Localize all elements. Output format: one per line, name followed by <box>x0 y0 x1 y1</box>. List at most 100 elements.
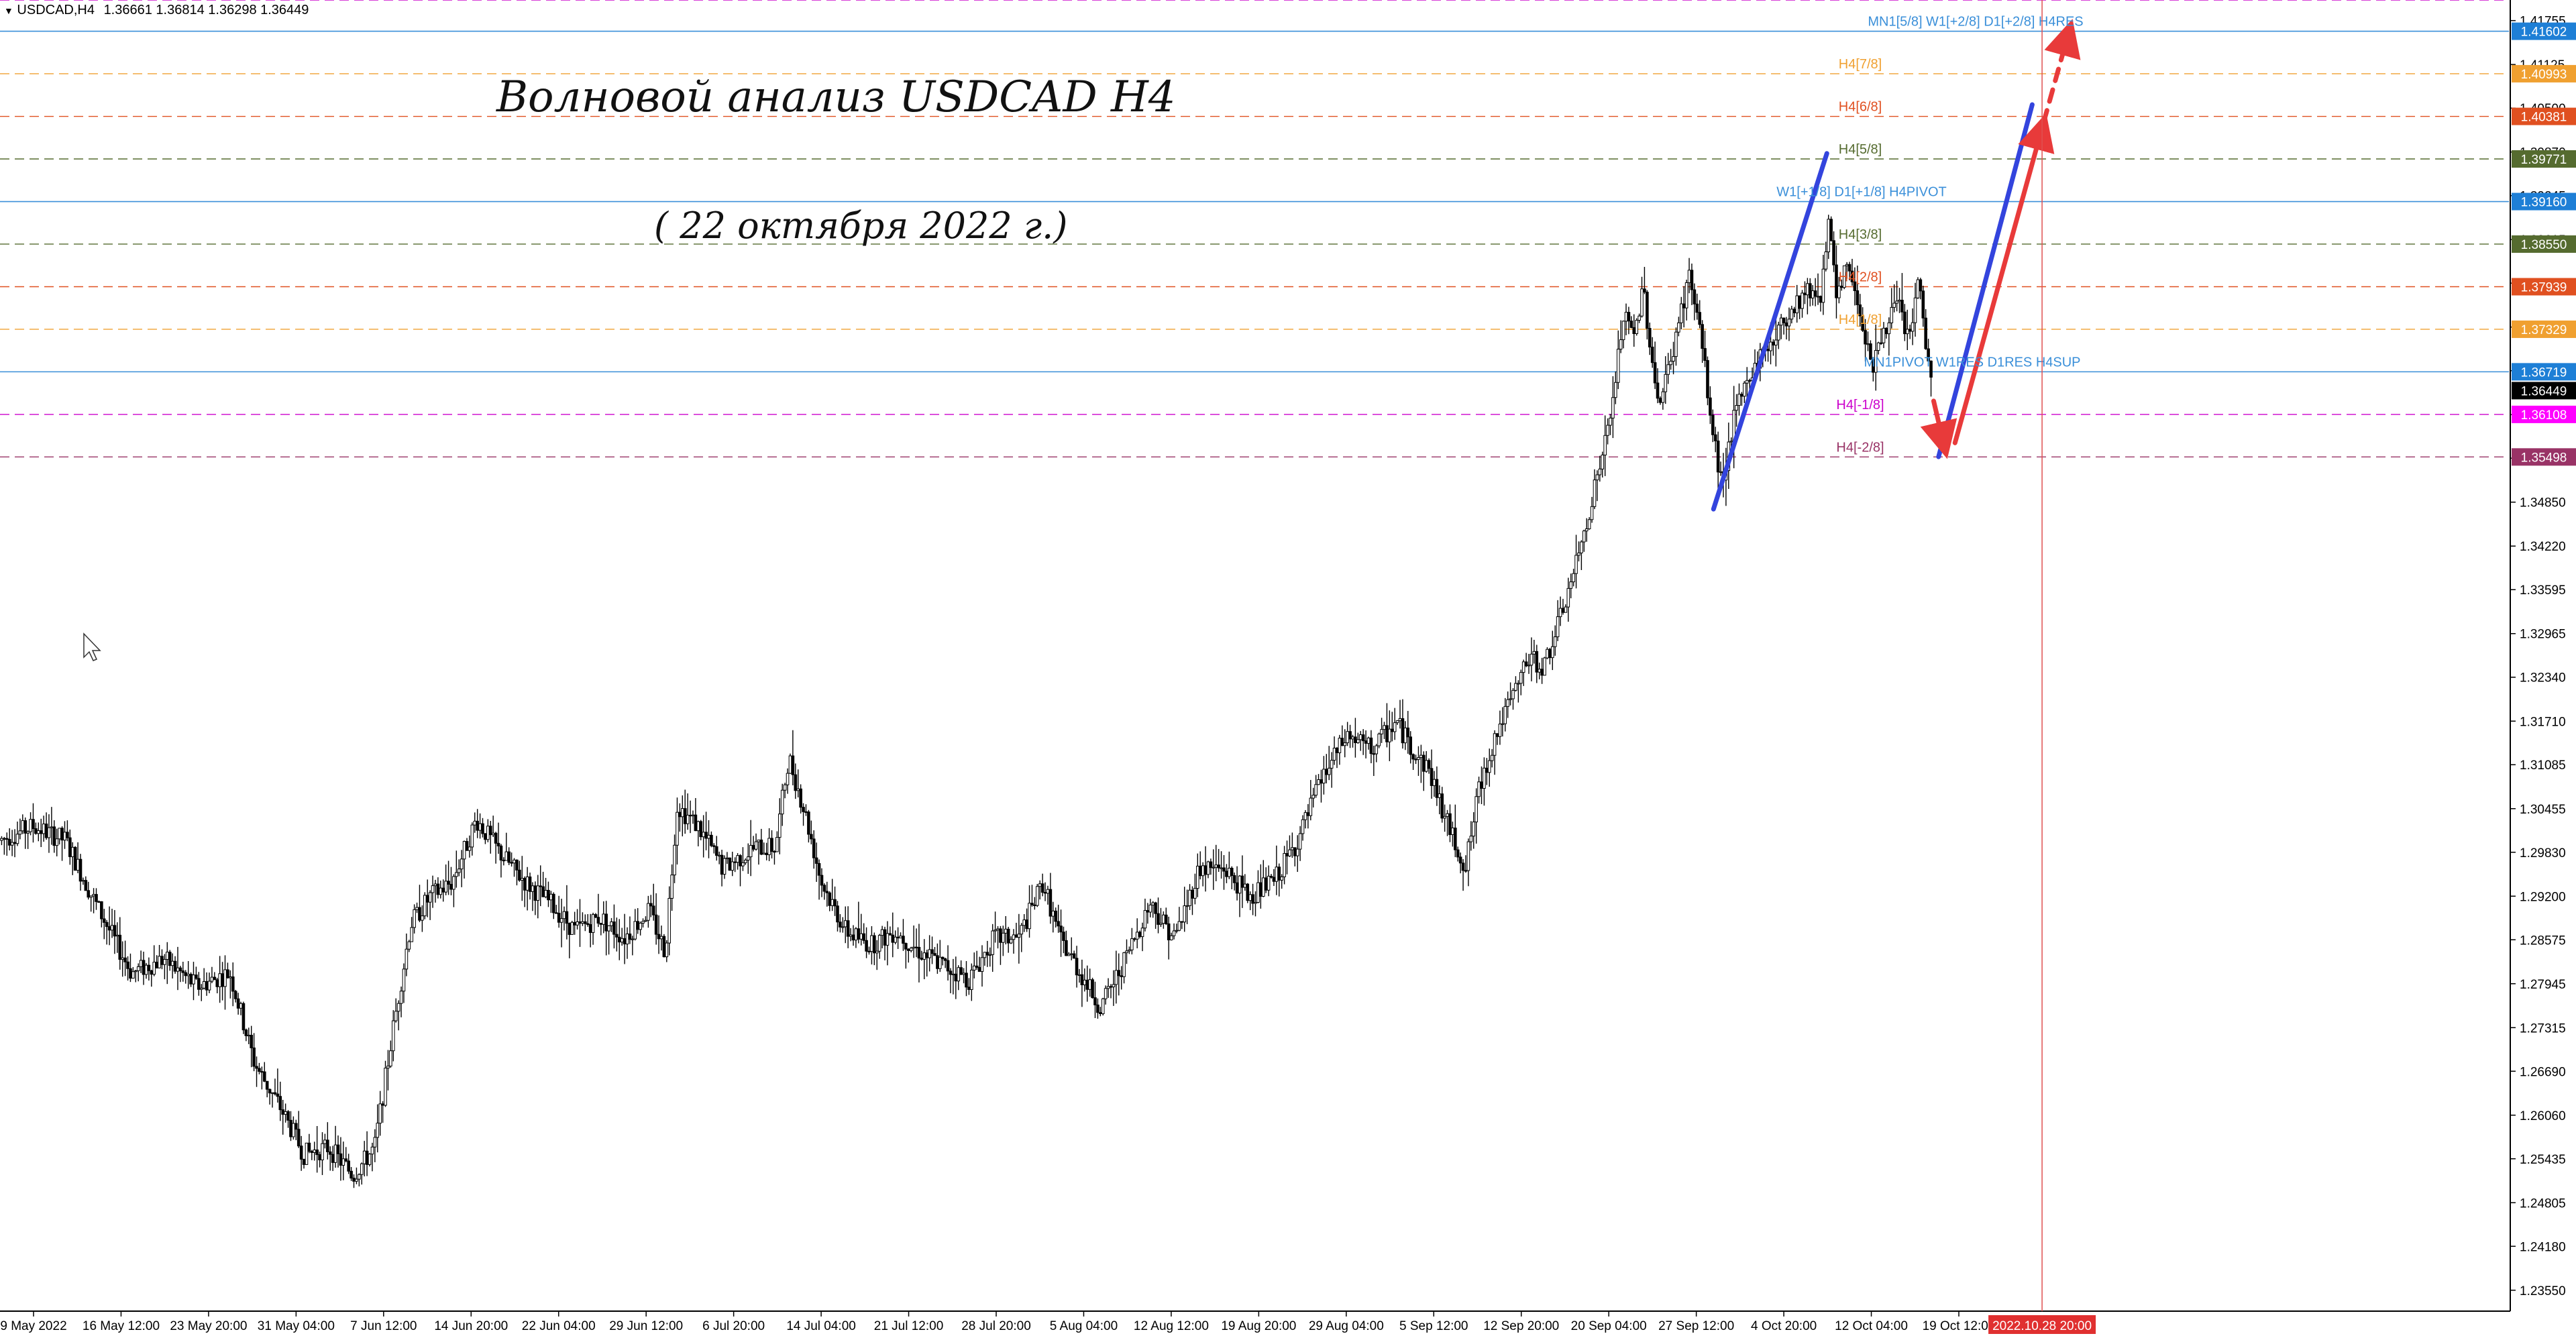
candle-body <box>539 885 543 887</box>
candle-body <box>1390 728 1394 732</box>
candle-body <box>857 928 861 940</box>
y-tick-label: 1.32340 <box>2520 671 2566 685</box>
candle-body <box>1198 865 1202 877</box>
candle-body <box>1214 864 1218 868</box>
level-label: H4[-1/8] <box>1836 398 1884 412</box>
price-badge-label: 1.40381 <box>2521 111 2567 125</box>
candle-body <box>476 820 479 831</box>
candle-body <box>1521 661 1525 673</box>
candle-body <box>1356 739 1360 743</box>
candle-body <box>1921 290 1925 319</box>
candle-body <box>1661 391 1665 403</box>
candle-body <box>1191 889 1194 899</box>
candle-body <box>914 946 918 948</box>
candle-body <box>488 826 492 836</box>
candle-body <box>1017 934 1021 938</box>
price-badge-label: 1.39771 <box>2521 153 2567 167</box>
level-label: H4[3/8] <box>1839 227 1882 242</box>
level-label: MN1PIVOT W1RES D1RES H4SUP <box>1864 355 2080 370</box>
y-tick-label: 1.30455 <box>2520 803 2566 817</box>
candle-body <box>525 876 529 891</box>
candle-body <box>691 814 695 816</box>
candle-body <box>1046 889 1050 894</box>
candle-body <box>1776 325 1780 341</box>
candle-body <box>394 1011 398 1021</box>
candle-body <box>659 936 663 940</box>
x-tick-label: 5 Aug 04:00 <box>1050 1319 1118 1333</box>
candle-body <box>189 974 193 985</box>
y-tick-label: 1.24805 <box>2520 1196 2566 1211</box>
candle-body <box>665 942 669 958</box>
candle-body <box>1882 327 1886 343</box>
candle-body <box>155 962 158 968</box>
y-tick-label: 1.28575 <box>2520 934 2566 948</box>
candle-body <box>1729 441 1733 443</box>
candle-body <box>1498 724 1502 737</box>
candle-body <box>100 901 103 919</box>
candle-body <box>1737 394 1741 406</box>
candle-body <box>651 905 655 915</box>
candle-body <box>1561 608 1565 613</box>
y-tick-label: 1.27945 <box>2520 978 2566 992</box>
candle-body <box>1916 279 1920 298</box>
wave-arrow-red[interactable] <box>2041 19 2081 125</box>
candle-body <box>623 938 627 945</box>
candle-body <box>1259 882 1263 897</box>
candle-body <box>13 842 17 844</box>
candle-body <box>912 946 916 949</box>
candle-body <box>649 903 653 907</box>
candle-body <box>1377 733 1381 746</box>
candle-body <box>962 972 965 975</box>
candle-body <box>1256 882 1260 903</box>
candle-body <box>1706 359 1709 398</box>
candle-body <box>1099 1012 1102 1015</box>
x-tick-label: 12 Aug 12:00 <box>1134 1319 1209 1333</box>
candle-body <box>313 1150 317 1154</box>
menu-arrow-icon[interactable]: ▼ <box>4 5 13 16</box>
candle-body <box>241 1003 246 1031</box>
candle-body <box>1143 910 1147 929</box>
candle-body <box>746 856 750 860</box>
candle-body <box>278 1096 282 1111</box>
candle-body <box>628 933 632 940</box>
candle-body <box>1703 348 1707 361</box>
candle-body <box>66 832 69 838</box>
candle-body <box>570 921 574 935</box>
wave-line-blue[interactable] <box>1711 151 1829 512</box>
candle-body <box>1695 303 1699 313</box>
candle-body <box>1114 970 1118 985</box>
wave-arrow-red[interactable] <box>1952 113 2055 445</box>
candle-body <box>957 967 961 982</box>
candle-body <box>1572 573 1575 583</box>
candle-body <box>1829 219 1833 241</box>
candle-body <box>573 921 576 926</box>
candle-body <box>491 832 495 836</box>
candle-body <box>131 971 135 979</box>
candle-body <box>1842 265 1846 288</box>
wave-arrow-red[interactable] <box>1920 398 1957 459</box>
candle-body <box>1435 779 1439 798</box>
candle-body <box>1175 930 1179 932</box>
candle-body <box>865 940 868 952</box>
candle-body <box>1784 322 1788 327</box>
candle-body <box>751 844 755 850</box>
candle-body <box>1603 435 1607 455</box>
candle-body <box>1217 864 1220 869</box>
candle-body <box>176 967 180 972</box>
candle-body <box>1201 865 1205 877</box>
candle-body <box>1188 889 1191 906</box>
candle-body <box>339 1153 343 1166</box>
wave-line-blue[interactable] <box>1936 102 2035 459</box>
candle-body <box>1398 718 1402 722</box>
candle-body <box>1635 320 1638 334</box>
candle-body <box>1243 883 1247 888</box>
candle-body <box>836 905 839 923</box>
candle-body <box>1811 290 1815 298</box>
candle-body <box>1275 866 1279 882</box>
candle-body <box>328 1151 332 1155</box>
candle-body <box>920 958 924 960</box>
candle-body <box>1792 309 1796 314</box>
candle-body <box>1808 283 1812 298</box>
